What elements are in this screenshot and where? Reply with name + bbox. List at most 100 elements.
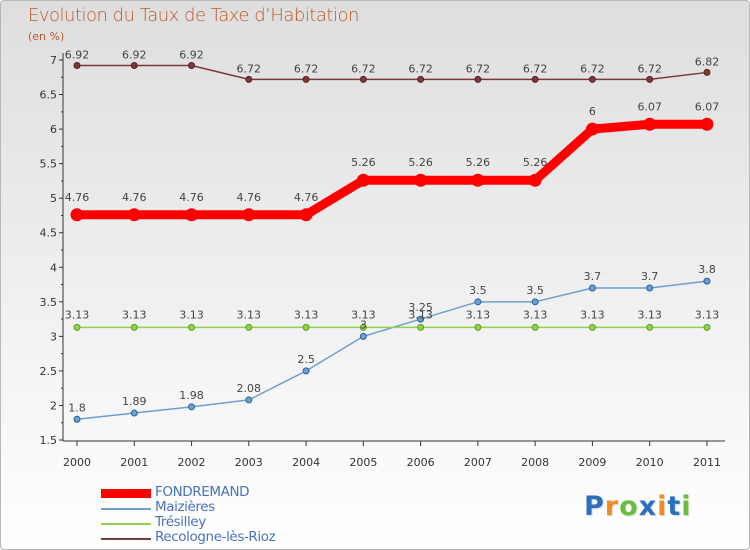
data-label-fondremand: 4.76: [122, 191, 147, 204]
data-point-tr-silley: [646, 323, 654, 331]
y-tick-label: 6: [50, 123, 57, 136]
chart-subtitle: (en %): [28, 30, 65, 43]
data-label-recologne-l-s-rioz: 6.72: [408, 62, 433, 75]
x-tick-label: 2004: [292, 456, 320, 469]
y-tick-label: 1.5: [40, 434, 58, 447]
data-label-maizi-res: 3.5: [526, 284, 544, 297]
legend-item-fondremand: FONDREMAND: [101, 484, 321, 501]
y-tick-label: 7: [50, 54, 57, 67]
legend-label-recologne: Recologne-lès-Rioz: [155, 529, 276, 545]
data-label-tr-silley: 3.13: [122, 308, 147, 321]
data-point-fondremand: [356, 173, 370, 187]
data-point-recologne-l-s-rioz: [359, 75, 367, 83]
chart-title: Evolution du Taux de Taxe d’Habitation: [28, 5, 359, 26]
data-label-recologne-l-s-rioz: 6.72: [466, 62, 491, 75]
data-point-tr-silley: [588, 323, 596, 331]
data-point-recologne-l-s-rioz: [188, 62, 196, 70]
data-label-maizi-res: 3.8: [698, 263, 716, 276]
legend-label-maizieres: Maizières: [155, 499, 215, 515]
data-point-fondremand: [471, 173, 485, 187]
data-label-recologne-l-s-rioz: 6.92: [179, 49, 204, 62]
data-label-maizi-res: 1.89: [122, 395, 147, 408]
data-label-recologne-l-s-rioz: 6.72: [237, 62, 262, 75]
data-point-maizi-res: [703, 277, 711, 285]
data-label-tr-silley: 3.13: [65, 308, 90, 321]
data-point-maizi-res: [302, 367, 310, 375]
data-point-maizi-res: [531, 298, 539, 306]
y-tick-label: 4: [50, 261, 57, 274]
logo-letter: i: [681, 491, 692, 522]
data-label-maizi-res: 3.7: [584, 270, 602, 283]
legend-swatch-recologne: [101, 538, 151, 540]
data-label-recologne-l-s-rioz: 6.72: [351, 62, 376, 75]
data-point-fondremand: [299, 208, 313, 222]
data-point-fondremand: [242, 208, 256, 222]
data-point-recologne-l-s-rioz: [73, 62, 81, 70]
data-point-maizi-res: [73, 415, 81, 423]
series-line-fondremand: [77, 119, 707, 220]
data-label-tr-silley: 3.13: [580, 308, 605, 321]
data-label-recologne-l-s-rioz: 6.72: [637, 62, 662, 75]
data-label-maizi-res: 3.25: [408, 301, 433, 314]
series-line-maizi-res: [76, 280, 708, 421]
data-label-maizi-res: 2.08: [237, 382, 262, 395]
y-tick-label: 2: [50, 399, 57, 412]
data-point-fondremand: [414, 173, 428, 187]
data-label-recologne-l-s-rioz: 6.72: [580, 62, 605, 75]
data-point-recologne-l-s-rioz: [130, 62, 138, 70]
data-label-tr-silley: 3.13: [408, 308, 433, 321]
data-point-maizi-res: [646, 284, 654, 292]
data-label-recologne-l-s-rioz: 6.92: [122, 49, 147, 62]
legend-label-tresilley: Trésilley: [155, 514, 206, 530]
data-label-maizi-res: 3.7: [641, 270, 659, 283]
data-label-maizi-res: 1.98: [179, 389, 204, 402]
data-point-tr-silley: [302, 323, 310, 331]
y-tick-label: 5.5: [40, 158, 58, 171]
logo-letter: P: [584, 491, 605, 522]
data-label-fondremand: 5.26: [408, 156, 433, 169]
legend-item-recologne: Recologne-lès-Rioz: [101, 529, 321, 546]
data-label-fondremand: 5.26: [351, 156, 376, 169]
legend-swatch-maizieres: [101, 508, 151, 510]
data-point-fondremand: [185, 208, 199, 222]
data-point-maizi-res: [130, 409, 138, 417]
data-point-fondremand: [700, 117, 714, 131]
logo-letter: o: [619, 491, 639, 522]
data-point-fondremand: [70, 208, 84, 222]
data-point-maizi-res: [359, 332, 367, 340]
x-tick-label: 2009: [578, 456, 606, 469]
y-tick-label: 6.5: [40, 89, 58, 102]
x-tick-label: 2005: [349, 456, 377, 469]
data-point-fondremand: [127, 208, 141, 222]
data-label-maizi-res: 3.5: [469, 284, 487, 297]
data-point-recologne-l-s-rioz: [474, 75, 482, 83]
data-point-tr-silley: [417, 323, 425, 331]
legend-swatch-fondremand: [101, 489, 151, 498]
data-label-maizi-res: 1.8: [68, 401, 86, 414]
data-point-tr-silley: [359, 323, 367, 331]
data-label-recologne-l-s-rioz: 6.92: [65, 49, 90, 62]
legend-item-tresilley: Trésilley: [101, 514, 321, 531]
y-tick-label: 2.5: [40, 365, 58, 378]
data-label-tr-silley: 3.13: [179, 308, 204, 321]
data-point-recologne-l-s-rioz: [531, 75, 539, 83]
data-point-recologne-l-s-rioz: [588, 75, 596, 83]
chart-legend: FONDREMAND Maizières Trésilley Recologne…: [101, 484, 321, 546]
data-label-fondremand: 6: [589, 105, 596, 118]
data-label-tr-silley: 3.13: [237, 308, 262, 321]
logo-letter: t: [667, 491, 682, 522]
data-point-tr-silley: [188, 323, 196, 331]
y-tick-label: 3.5: [40, 296, 58, 309]
data-label-fondremand: 4.76: [237, 191, 262, 204]
legend-item-maizieres: Maizières: [101, 499, 321, 516]
y-tick-label: 3: [50, 330, 57, 343]
data-label-tr-silley: 3.13: [294, 308, 319, 321]
data-point-recologne-l-s-rioz: [245, 75, 253, 83]
data-point-maizi-res: [474, 298, 482, 306]
data-label-fondremand: 6.07: [637, 100, 662, 113]
data-label-fondremand: 5.26: [523, 156, 548, 169]
y-tick-label: 4.5: [40, 227, 58, 240]
data-label-maizi-res: 3: [360, 318, 367, 331]
data-label-tr-silley: 3.13: [695, 308, 720, 321]
